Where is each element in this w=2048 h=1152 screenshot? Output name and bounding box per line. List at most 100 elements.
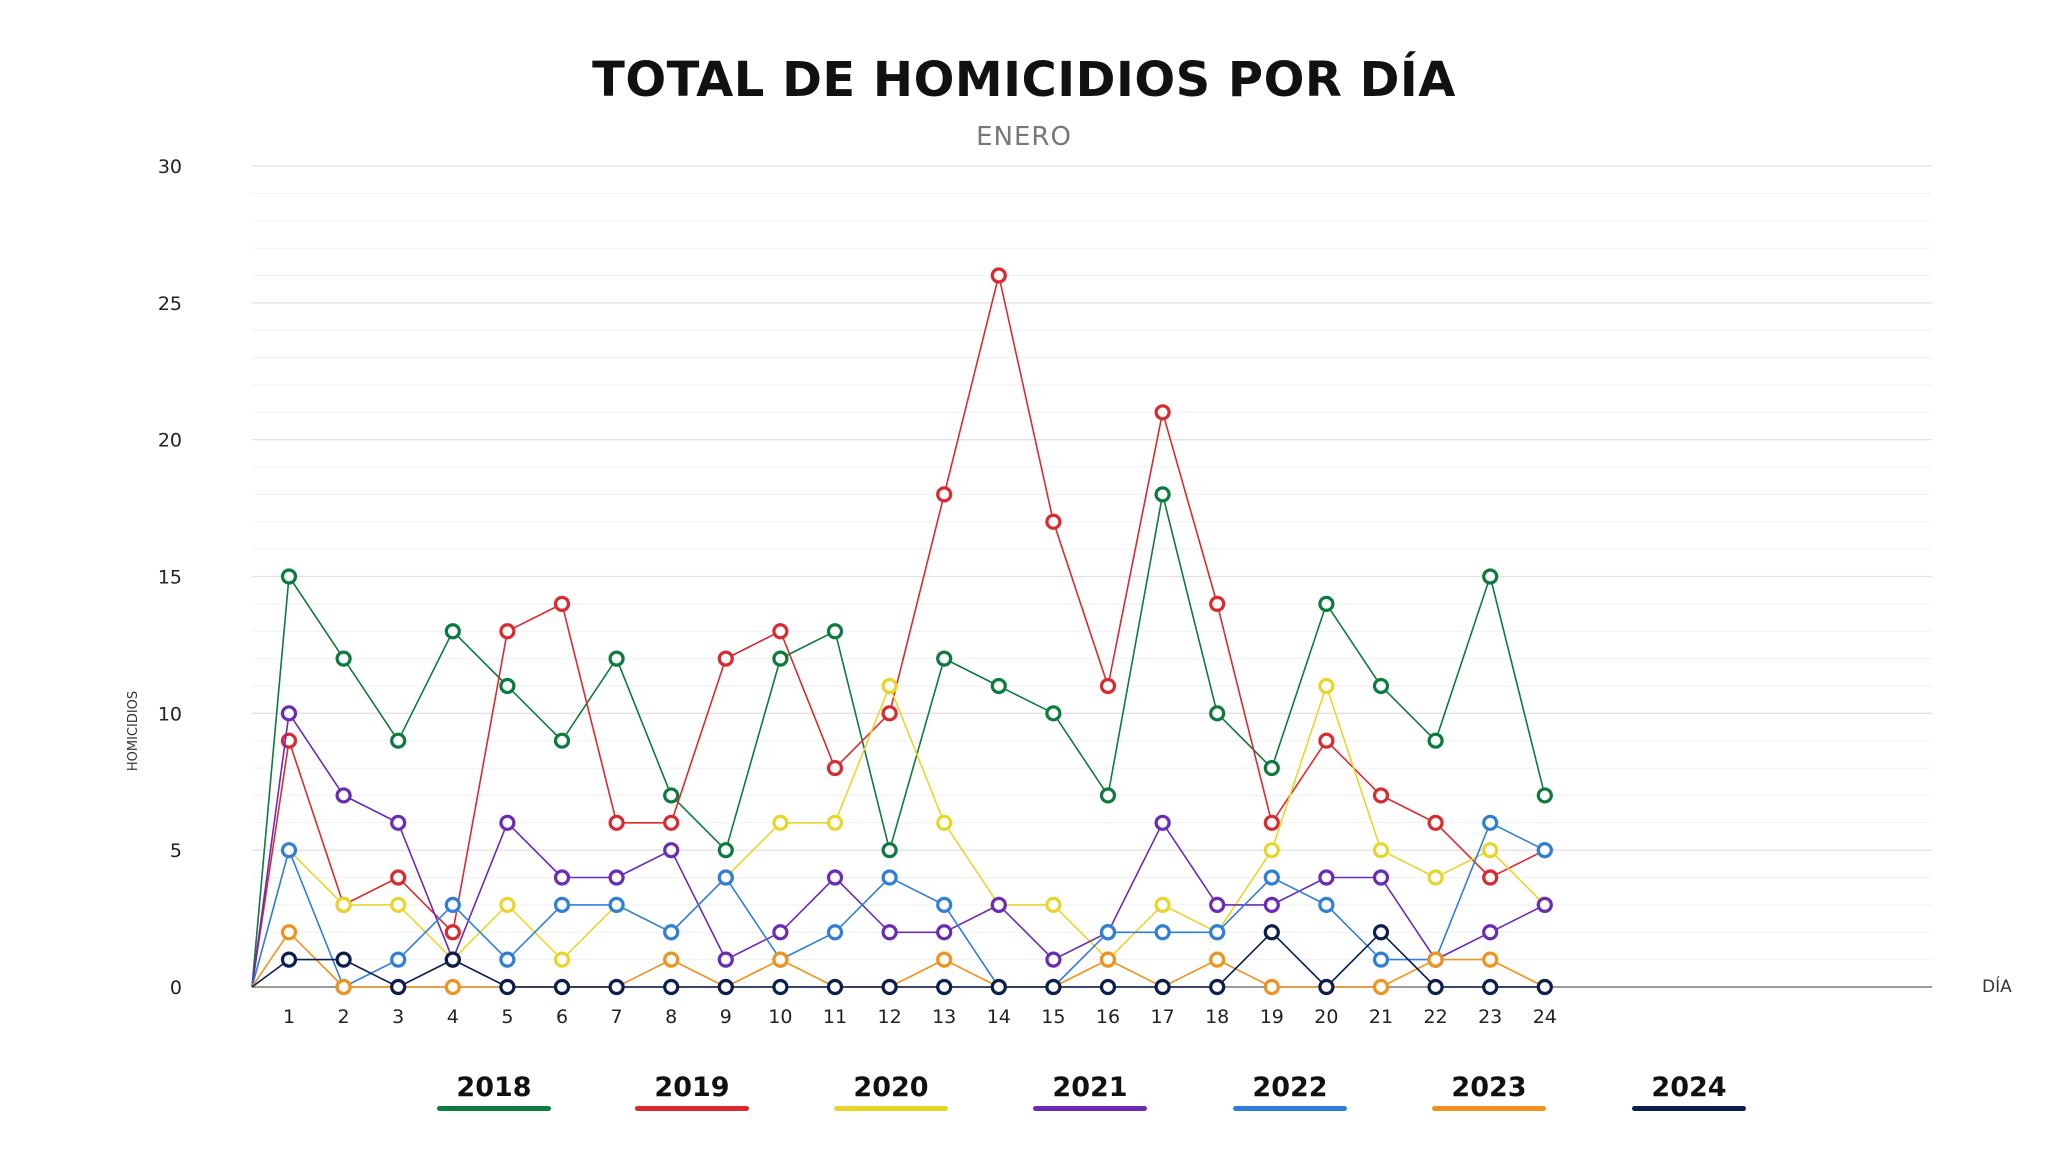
data-point <box>1536 896 1553 914</box>
x-tick-label: 16 <box>1096 1006 1120 1028</box>
data-point <box>553 951 571 968</box>
legend-swatch <box>1432 1106 1546 1111</box>
data-point <box>1154 978 1171 996</box>
data-point <box>1045 896 1062 914</box>
data-point <box>1536 787 1553 804</box>
data-point <box>1318 677 1335 695</box>
data-point <box>717 951 734 968</box>
series-2018 <box>251 486 1553 988</box>
data-point <box>1045 978 1062 996</box>
data-point <box>335 978 352 996</box>
legend-swatch <box>1233 1106 1347 1111</box>
x-tick-label: 17 <box>1151 1006 1175 1028</box>
x-tick-label: 22 <box>1424 1006 1448 1028</box>
data-point <box>499 623 516 640</box>
data-point <box>390 896 407 914</box>
x-tick-label: 21 <box>1369 1006 1393 1028</box>
data-point <box>663 787 680 804</box>
x-tick-label: 20 <box>1314 1006 1338 1028</box>
grid-lines <box>252 165 1932 961</box>
data-point <box>1154 486 1171 503</box>
data-point <box>335 787 352 804</box>
data-point <box>499 978 516 996</box>
data-point <box>1318 732 1335 749</box>
x-tick-label: 15 <box>1041 1006 1065 1028</box>
x-tick-label: 8 <box>665 1006 677 1028</box>
x-tick-label: 10 <box>768 1006 792 1028</box>
data-point <box>1536 978 1553 996</box>
data-point <box>1045 951 1062 968</box>
legend-label: 2018 <box>456 1072 532 1103</box>
y-tick-label: 0 <box>170 977 182 999</box>
data-point <box>663 814 680 831</box>
legend-item-2022: 2022 <box>1233 1072 1347 1111</box>
series-2021 <box>251 705 1553 988</box>
data-point <box>1045 513 1062 530</box>
data-point <box>499 814 516 831</box>
data-point <box>1209 595 1226 612</box>
y-tick-label: 15 <box>158 567 182 589</box>
data-point <box>826 924 844 941</box>
data-point <box>1099 677 1117 695</box>
data-point <box>499 951 516 968</box>
data-point <box>1318 896 1335 914</box>
data-point <box>990 677 1007 695</box>
series-2019 <box>251 267 1553 988</box>
data-point <box>390 814 407 831</box>
legend-item-2018: 2018 <box>437 1072 551 1111</box>
data-point <box>1482 814 1499 831</box>
data-point <box>936 486 953 503</box>
data-point <box>1099 924 1117 941</box>
data-point <box>826 623 844 640</box>
data-point <box>1209 896 1226 914</box>
data-point <box>936 924 953 941</box>
legend-swatch <box>635 1106 749 1111</box>
data-point <box>1482 568 1499 585</box>
data-point <box>881 677 898 695</box>
data-point <box>553 595 571 612</box>
legend-label: 2023 <box>1451 1072 1527 1103</box>
data-point <box>444 896 461 914</box>
data-point <box>936 978 953 996</box>
data-point <box>990 267 1007 284</box>
y-tick-label: 25 <box>158 293 182 315</box>
data-point <box>1263 869 1280 886</box>
data-point <box>1482 924 1499 941</box>
data-point <box>772 924 789 941</box>
data-point <box>1482 869 1499 886</box>
data-point <box>444 623 461 640</box>
legend-item-2019: 2019 <box>635 1072 749 1111</box>
data-point <box>1427 869 1444 886</box>
data-point <box>1372 842 1390 859</box>
x-tick-label: 3 <box>392 1006 404 1028</box>
data-point <box>1263 814 1280 831</box>
data-point <box>390 951 407 968</box>
data-point <box>444 951 461 968</box>
legend-label: 2021 <box>1052 1072 1128 1103</box>
data-point <box>608 978 625 996</box>
legend-swatch <box>1632 1106 1746 1111</box>
series-2020 <box>251 677 1553 988</box>
data-point <box>1318 869 1335 886</box>
x-axis-label: DÍA <box>1982 975 2012 997</box>
data-point <box>826 814 844 831</box>
data-point <box>553 978 571 996</box>
x-tick-label: 4 <box>447 1006 459 1028</box>
data-point <box>1482 978 1499 996</box>
data-point <box>1209 924 1226 941</box>
data-point <box>1263 842 1280 859</box>
data-point <box>1427 732 1444 749</box>
data-point <box>1372 951 1390 968</box>
data-point <box>881 924 898 941</box>
data-point <box>1099 787 1117 804</box>
legend-item-2024: 2024 <box>1632 1072 1746 1111</box>
legend-label: 2022 <box>1252 1072 1328 1103</box>
y-axis-label: HOMICIDIOS <box>126 691 141 771</box>
x-tick-label: 9 <box>720 1006 732 1028</box>
data-point <box>1372 677 1390 695</box>
data-point <box>772 814 789 831</box>
data-point <box>881 869 898 886</box>
data-point <box>1045 705 1062 722</box>
data-point <box>936 650 953 667</box>
